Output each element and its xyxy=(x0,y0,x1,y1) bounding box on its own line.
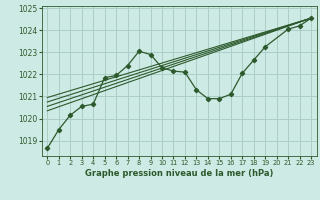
X-axis label: Graphe pression niveau de la mer (hPa): Graphe pression niveau de la mer (hPa) xyxy=(85,169,273,178)
